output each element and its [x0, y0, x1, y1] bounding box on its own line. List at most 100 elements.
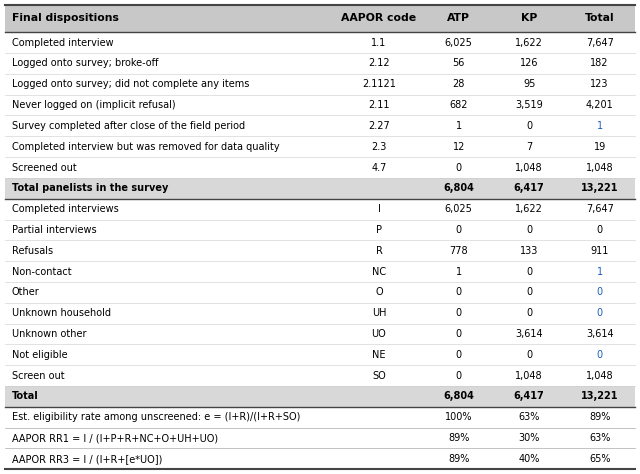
- Text: Other: Other: [12, 287, 39, 297]
- Text: KP: KP: [521, 13, 538, 24]
- Text: 13,221: 13,221: [581, 392, 618, 401]
- Text: I: I: [378, 204, 380, 214]
- Text: Partial interviews: Partial interviews: [12, 225, 96, 235]
- Bar: [5, 324, 635, 345]
- Text: 89%: 89%: [448, 433, 469, 443]
- Text: 133: 133: [520, 246, 538, 256]
- Text: 40%: 40%: [518, 454, 540, 464]
- Text: 0: 0: [456, 163, 461, 173]
- Bar: [5, 53, 635, 74]
- Bar: [5, 240, 635, 261]
- Text: Final dispositions: Final dispositions: [12, 13, 118, 24]
- Text: 911: 911: [591, 246, 609, 256]
- Text: 0: 0: [456, 308, 461, 318]
- Text: Unknown household: Unknown household: [12, 308, 111, 318]
- Text: 1,048: 1,048: [586, 371, 614, 381]
- Text: Non-contact: Non-contact: [12, 266, 71, 276]
- Text: 1,622: 1,622: [515, 204, 543, 214]
- Text: 123: 123: [590, 79, 609, 89]
- Bar: [5, 428, 635, 448]
- Text: 1: 1: [596, 266, 603, 276]
- Bar: [5, 137, 635, 157]
- Text: Logged onto survey; broke-off: Logged onto survey; broke-off: [12, 58, 158, 68]
- Text: 4,201: 4,201: [586, 100, 614, 110]
- Text: 0: 0: [526, 287, 532, 297]
- Text: 7: 7: [526, 142, 532, 152]
- Text: 6,417: 6,417: [514, 392, 545, 401]
- Text: Refusals: Refusals: [12, 246, 52, 256]
- Text: 1,622: 1,622: [515, 37, 543, 48]
- Text: 1: 1: [456, 121, 461, 131]
- Text: 1: 1: [596, 121, 603, 131]
- Text: 0: 0: [596, 225, 603, 235]
- Text: 6,417: 6,417: [514, 183, 545, 193]
- Text: 0: 0: [456, 329, 461, 339]
- Text: 6,025: 6,025: [445, 204, 472, 214]
- Text: 7,647: 7,647: [586, 37, 614, 48]
- Bar: [5, 448, 635, 469]
- Text: 2.11: 2.11: [368, 100, 390, 110]
- Text: P: P: [376, 225, 382, 235]
- Bar: [5, 303, 635, 324]
- Text: 4.7: 4.7: [371, 163, 387, 173]
- Bar: [5, 157, 635, 178]
- Bar: [5, 219, 635, 240]
- Text: 13,221: 13,221: [581, 183, 618, 193]
- Text: 30%: 30%: [518, 433, 540, 443]
- Text: 89%: 89%: [448, 454, 469, 464]
- Text: 2.12: 2.12: [368, 58, 390, 68]
- Text: 1,048: 1,048: [586, 163, 614, 173]
- Bar: [5, 282, 635, 303]
- Text: AAPOR RR3 = I / (I+R+[e*UO]): AAPOR RR3 = I / (I+R+[e*UO]): [12, 454, 162, 464]
- Text: O: O: [375, 287, 383, 297]
- Bar: [5, 5, 635, 32]
- Text: 2.27: 2.27: [368, 121, 390, 131]
- Text: 778: 778: [449, 246, 468, 256]
- Text: 63%: 63%: [518, 412, 540, 422]
- Text: 56: 56: [452, 58, 465, 68]
- Text: 0: 0: [526, 225, 532, 235]
- Text: Completed interviews: Completed interviews: [12, 204, 118, 214]
- Text: 6,804: 6,804: [444, 183, 474, 193]
- Text: NC: NC: [372, 266, 386, 276]
- Text: 0: 0: [596, 287, 603, 297]
- Text: Total: Total: [585, 13, 614, 24]
- Text: AAPOR code: AAPOR code: [341, 13, 417, 24]
- Text: 0: 0: [456, 287, 461, 297]
- Text: Completed interview: Completed interview: [12, 37, 113, 48]
- Text: 1: 1: [456, 266, 461, 276]
- Bar: [5, 178, 635, 199]
- Text: 182: 182: [590, 58, 609, 68]
- Bar: [5, 95, 635, 116]
- Text: 1,048: 1,048: [515, 371, 543, 381]
- Text: 0: 0: [596, 308, 603, 318]
- Text: AAPOR RR1 = I / (I+P+R+NC+O+UH+UO): AAPOR RR1 = I / (I+P+R+NC+O+UH+UO): [12, 433, 218, 443]
- Bar: [5, 365, 635, 386]
- Text: 95: 95: [523, 79, 535, 89]
- Text: R: R: [376, 246, 382, 256]
- Text: 28: 28: [452, 79, 465, 89]
- Text: 0: 0: [526, 121, 532, 131]
- Text: 0: 0: [596, 350, 603, 360]
- Text: ATP: ATP: [447, 13, 470, 24]
- Text: 0: 0: [526, 350, 532, 360]
- Text: Never logged on (implicit refusal): Never logged on (implicit refusal): [12, 100, 175, 110]
- Bar: [5, 261, 635, 282]
- Text: 6,025: 6,025: [445, 37, 472, 48]
- Text: 12: 12: [452, 142, 465, 152]
- Text: 3,614: 3,614: [586, 329, 614, 339]
- Text: 0: 0: [456, 350, 461, 360]
- Text: Est. eligibility rate among unscreened: e = (I+R)/(I+R+SO): Est. eligibility rate among unscreened: …: [12, 412, 300, 422]
- Text: 0: 0: [526, 308, 532, 318]
- Text: 2.1121: 2.1121: [362, 79, 396, 89]
- Text: Screened out: Screened out: [12, 163, 76, 173]
- Text: 89%: 89%: [589, 412, 611, 422]
- Bar: [5, 116, 635, 137]
- Bar: [5, 386, 635, 407]
- Text: 0: 0: [456, 371, 461, 381]
- Text: UO: UO: [372, 329, 387, 339]
- Text: 126: 126: [520, 58, 538, 68]
- Bar: [5, 407, 635, 428]
- Text: NE: NE: [372, 350, 386, 360]
- Text: 1,048: 1,048: [515, 163, 543, 173]
